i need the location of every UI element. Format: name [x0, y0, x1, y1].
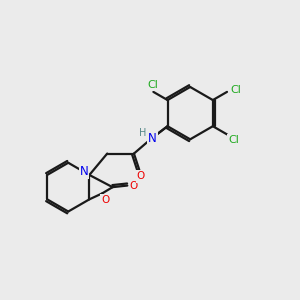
Text: Cl: Cl: [230, 85, 241, 95]
Text: O: O: [130, 181, 138, 190]
Text: Cl: Cl: [147, 80, 158, 90]
Text: H: H: [139, 128, 147, 138]
Text: O: O: [137, 172, 145, 182]
Text: N: N: [148, 132, 157, 145]
Text: N: N: [80, 165, 88, 178]
Text: Cl: Cl: [228, 135, 239, 145]
Text: O: O: [101, 195, 110, 205]
